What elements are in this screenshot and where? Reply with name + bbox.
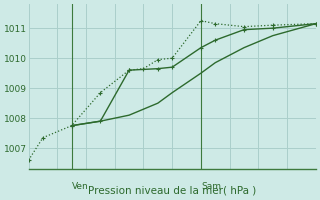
Text: Ven: Ven (72, 182, 88, 191)
Text: Sam: Sam (201, 182, 221, 191)
X-axis label: Pression niveau de la mer( hPa ): Pression niveau de la mer( hPa ) (88, 186, 256, 196)
